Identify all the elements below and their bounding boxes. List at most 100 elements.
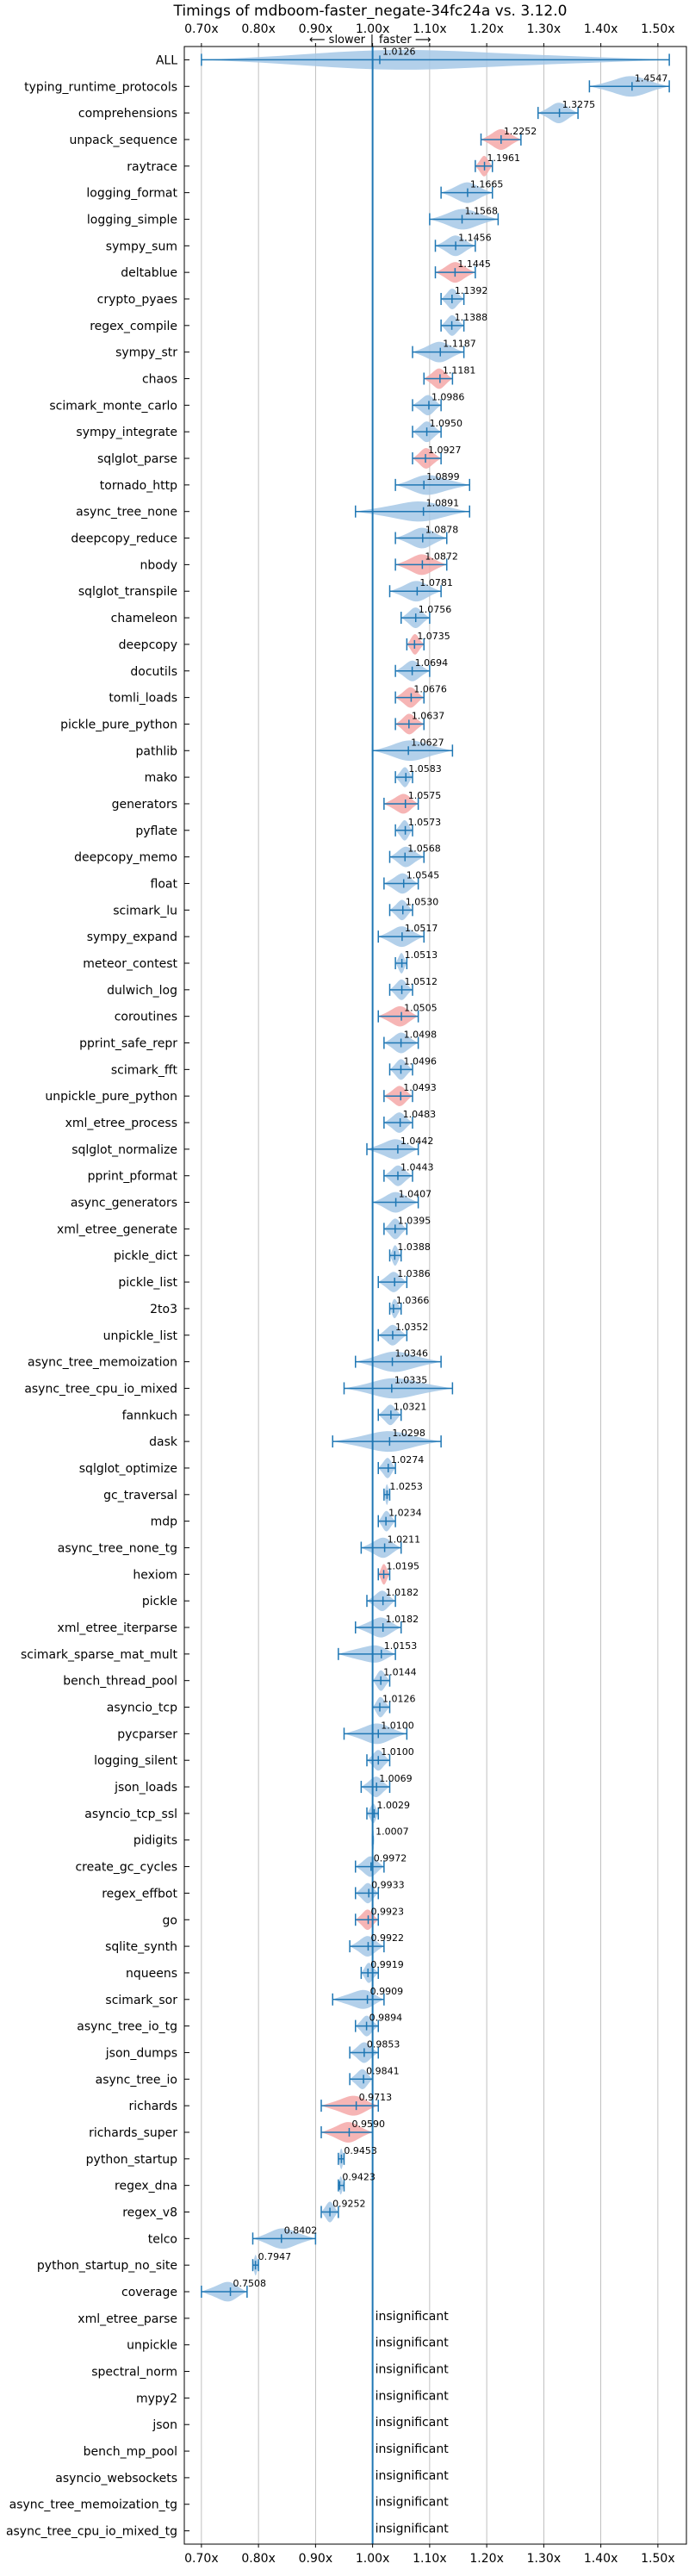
value-label: 1.0100 [381, 1720, 414, 1731]
benchmark-label: scimark_monte_carlo [49, 399, 177, 413]
benchmark-label: xml_etree_parse [78, 2312, 177, 2326]
value-label: 1.0493 [403, 1082, 437, 1093]
benchmark-label: sqlglot_transpile [78, 585, 177, 599]
benchmark-label: spectral_norm [91, 2366, 177, 2380]
benchmark-label: async_tree_cpu_io_mixed_tg [6, 2525, 177, 2539]
insignificant-label: insignificant [376, 2523, 450, 2536]
benchmark-label: meteor_contest [83, 957, 177, 971]
benchmark-label: coroutines [115, 1011, 177, 1024]
x-tick-label: 1.10x [413, 22, 446, 36]
value-label: 1.0498 [404, 1030, 438, 1041]
benchmark-label: async_tree_none [76, 506, 177, 520]
benchmark-label: sqlglot_parse [97, 452, 177, 466]
benchmark-label: dask [149, 1435, 178, 1449]
benchmark-label: gc_traversal [103, 1489, 177, 1503]
value-label: 1.0442 [400, 1136, 434, 1147]
benchmark-label: pickle [142, 1595, 177, 1608]
value-label: 1.0986 [431, 391, 465, 402]
benchmark-label: deepcopy_reduce [71, 532, 177, 546]
value-label: 1.0395 [398, 1215, 431, 1226]
value-label: 1.0756 [419, 604, 451, 615]
insignificant-label: insignificant [376, 2442, 450, 2456]
benchmark-label: async_tree_memoization [28, 1356, 177, 1370]
value-label: 1.0211 [388, 1534, 421, 1545]
benchmark-label: fannkuch [122, 1409, 177, 1422]
value-label: 0.9922 [370, 1932, 404, 1944]
benchmark-label: json [152, 2418, 177, 2432]
value-label: 1.1392 [455, 285, 488, 296]
value-label: 0.9590 [351, 2119, 385, 2130]
value-label: 1.3275 [562, 99, 596, 110]
x-tick-label: 0.80x [241, 22, 275, 36]
faster-label: faster ⟶ [379, 34, 431, 47]
benchmark-label: create_gc_cycles [75, 1861, 177, 1875]
value-label: 1.0234 [388, 1508, 422, 1519]
benchmark-label: scimark_sparse_mat_mult [21, 1648, 177, 1662]
benchmark-labels: ALL typing_runtime_protocols comprehension… [6, 53, 178, 2538]
value-label: 1.0950 [430, 418, 463, 429]
insignificant-label: insignificant [376, 2363, 450, 2377]
value-label: 1.0872 [425, 551, 458, 562]
value-label: 0.9933 [371, 1879, 405, 1890]
benchmark-label: sympy_expand [87, 930, 177, 944]
benchmark-label: bench_thread_pool [63, 1675, 177, 1689]
value-label: 1.0346 [395, 1348, 429, 1360]
benchmark-label: regex_dna [115, 2180, 177, 2193]
x-tick-label: 0.90x [299, 22, 332, 36]
value-label: 0.9919 [370, 1959, 404, 1970]
benchmark-label: asyncio_tcp_ssl [84, 1808, 177, 1821]
benchmark-label: sqlglot_normalize [71, 1143, 177, 1157]
benchmark-label: async_generators [71, 1197, 177, 1210]
x-tick-labels-top: 0.70x 0.80x 0.90x 1.00x 1.10x 1.20x 1.30x 1.40x… [184, 22, 674, 36]
x-tick-label: 1.20x [469, 22, 503, 36]
value-label: 1.1961 [487, 152, 521, 164]
value-label: 1.0891 [426, 498, 460, 509]
value-label: 1.4547 [635, 72, 668, 84]
benchmark-label: pickle_list [118, 1276, 177, 1290]
value-label: 1.0153 [384, 1640, 418, 1652]
x-tick-labels-bottom: 0.70x 0.80x 0.90x 1.00x 1.10x 1.20x 1.30x 1.40x… [184, 2552, 674, 2566]
value-label: 1.1187 [443, 339, 476, 350]
value-label: 1.0352 [395, 1322, 429, 1333]
x-tick-label: 0.70x [184, 22, 218, 36]
value-label: 0.9894 [369, 2013, 403, 2024]
value-label: 1.0274 [391, 1454, 425, 1465]
value-label: 1.0517 [405, 923, 438, 934]
benchmark-label: pprint_pformat [88, 1170, 178, 1184]
benchmark-label: sympy_sum [106, 240, 177, 253]
benchmark-label: pyflate [135, 824, 177, 838]
value-label: 1.0513 [405, 949, 438, 961]
value-label: 1.1568 [465, 205, 499, 216]
value-label: 1.0321 [394, 1401, 427, 1412]
benchmark-label: chameleon [111, 612, 177, 625]
benchmark-label: unpickle [127, 2339, 177, 2353]
chart-title: Timings of mdboom-faster_negate-34fc24a … [173, 3, 568, 20]
x-tick-label: 0.90x [299, 2552, 332, 2566]
value-label: 1.0512 [405, 976, 438, 987]
value-label: 1.0443 [400, 1162, 434, 1173]
x-tick-label: 1.00x [356, 22, 389, 36]
benchmark-label: chaos [142, 373, 177, 387]
violins [201, 49, 670, 2302]
benchmark-label: docutils [130, 665, 177, 679]
value-label: 1.0144 [383, 1667, 417, 1678]
value-labels: 1.0126 1.4547 1.3275 1.2252 1.1961 1.1665 1.15… [233, 46, 668, 2536]
value-label: 1.0298 [392, 1428, 425, 1439]
benchmark-label: telco [148, 2232, 177, 2246]
insignificant-label: insignificant [376, 2310, 450, 2324]
benchmark-label: pycparser [117, 1727, 177, 1741]
benchmark-label: generators [112, 798, 177, 812]
benchmark-label: float [151, 877, 178, 891]
value-label: 0.9423 [342, 2172, 376, 2183]
benchmark-label: unpickle_list [103, 1329, 178, 1343]
value-label: 1.0496 [403, 1055, 437, 1067]
benchmark-label: ALL [156, 53, 177, 67]
benchmark-label: async_tree_memoization_tg [9, 2498, 177, 2512]
benchmark-label: regex_v8 [122, 2206, 177, 2219]
value-label: 1.1665 [470, 179, 504, 190]
value-label: 1.0878 [425, 525, 458, 536]
benchmark-label: pprint_safe_repr [79, 1037, 177, 1051]
direction-separator: | [370, 34, 374, 47]
benchmark-label: sympy_str [115, 346, 177, 360]
